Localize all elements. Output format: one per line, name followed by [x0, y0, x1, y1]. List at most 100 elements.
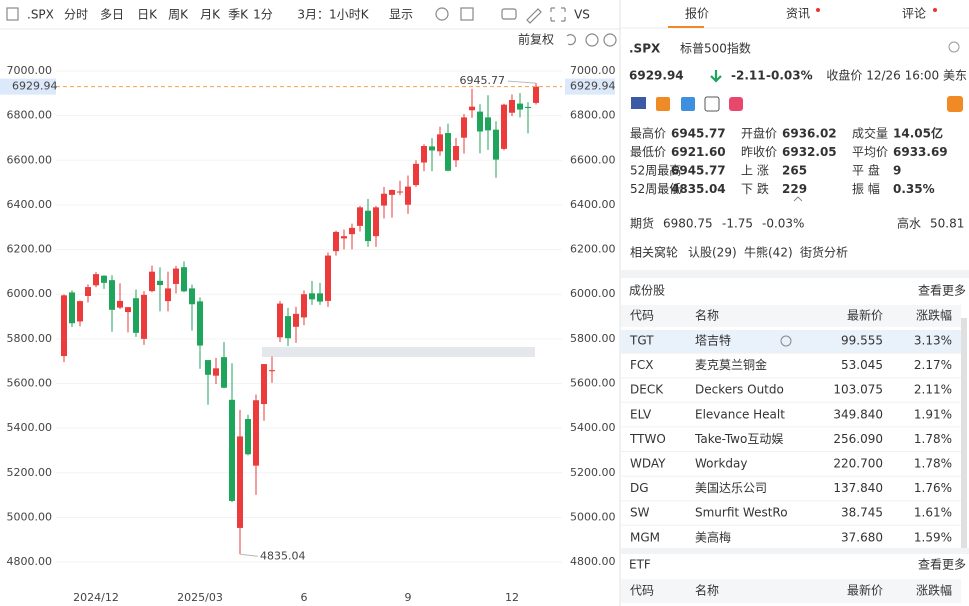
warrant-link[interactable]: 街货分析: [800, 245, 848, 260]
candle-body: [133, 298, 139, 333]
zoom-in-icon[interactable]: [603, 33, 617, 47]
collapse-icon[interactable]: [793, 196, 803, 202]
period-tab[interactable]: 日K: [137, 8, 158, 22]
flag-icon: [631, 97, 646, 109]
cell[interactable]: 3.13%: [914, 334, 952, 348]
cell[interactable]: MGM: [630, 530, 660, 544]
cell[interactable]: SW: [630, 506, 650, 520]
menu-icon[interactable]: [6, 7, 19, 21]
reset-icon[interactable]: [566, 34, 576, 46]
column-header: 名称: [695, 308, 719, 323]
y-tick-label: 5600.00: [7, 377, 53, 390]
candle-body: [293, 313, 299, 327]
display-select[interactable]: 显示: [389, 8, 413, 22]
y-tick-label: 6800.00: [7, 109, 53, 122]
cell[interactable]: Deckers Outdo: [695, 383, 784, 397]
candle-body: [309, 293, 315, 300]
cell[interactable]: ELV: [630, 407, 652, 421]
y-tick-label: 5600.00: [570, 377, 616, 390]
cell[interactable]: 麦克莫兰铜金: [695, 357, 767, 372]
fullscreen-icon[interactable]: [550, 7, 566, 22]
settings-icon[interactable]: [948, 41, 960, 53]
cell[interactable]: 53.045: [841, 358, 883, 372]
cell[interactable]: TTWO: [629, 432, 666, 446]
panel-tab[interactable]: 报价: [685, 6, 709, 21]
toolbar-icons[interactable]: [6, 7, 617, 47]
y-tick-label: 6200.00: [7, 243, 53, 256]
candle-body: [229, 399, 235, 501]
cell[interactable]: 2.11%: [914, 383, 952, 397]
camera-icon[interactable]: [501, 8, 517, 20]
table-header-bg: [621, 305, 961, 327]
checkbox-icon[interactable]: [460, 7, 474, 21]
candle-body: [493, 129, 499, 160]
alert-icon[interactable]: [947, 96, 963, 112]
period-tab[interactable]: 月K: [200, 8, 221, 22]
cell[interactable]: 1.59%: [914, 530, 952, 544]
candle-body: [277, 303, 283, 338]
candle-body: [69, 292, 75, 324]
compare-button[interactable]: VS: [574, 8, 590, 22]
panel-tab[interactable]: 评论: [902, 7, 926, 21]
watch-icon[interactable]: [780, 335, 792, 347]
panel-tab[interactable]: 资讯: [786, 7, 810, 21]
cell[interactable]: 美高梅: [695, 529, 731, 544]
cell[interactable]: 99.555: [841, 334, 883, 348]
cell[interactable]: TGT: [629, 334, 654, 348]
last-price-label: 6929.94: [570, 80, 616, 93]
period-tab[interactable]: 季K: [228, 8, 249, 22]
adjust-select[interactable]: 前复权: [518, 32, 554, 47]
stat-label: 昨收价: [741, 145, 777, 159]
cell[interactable]: DECK: [630, 383, 664, 397]
zoom-out-icon[interactable]: [585, 33, 599, 47]
cell[interactable]: 37.680: [841, 530, 883, 544]
period-tab[interactable]: 周K: [168, 8, 189, 22]
stat-label: 最高价: [630, 126, 666, 141]
cell[interactable]: 塔吉特: [695, 333, 731, 348]
warrant-link[interactable]: 牛熊(42): [744, 245, 793, 260]
cell[interactable]: 1.78%: [914, 457, 952, 471]
cell[interactable]: FCX: [630, 358, 654, 372]
period-tab[interactable]: 分时: [64, 8, 88, 22]
cell[interactable]: WDAY: [630, 457, 666, 471]
stat-value: 6933.69: [893, 145, 948, 159]
range-select[interactable]: 3月：1小时K: [297, 8, 369, 22]
cell[interactable]: 美国达乐公司: [695, 481, 767, 495]
cell[interactable]: Take-Two互动娱: [694, 432, 783, 446]
cell[interactable]: 349.840: [833, 407, 883, 421]
cell[interactable]: 1.61%: [914, 506, 952, 520]
stat-label: 平 盘: [852, 163, 880, 178]
cell[interactable]: 220.700: [833, 457, 883, 471]
cell[interactable]: 103.075: [833, 383, 883, 397]
cell[interactable]: 38.745: [841, 506, 883, 520]
candle-body: [197, 301, 203, 346]
cell[interactable]: 2.17%: [914, 358, 952, 372]
stat-value: 14.05亿: [893, 126, 943, 141]
more-link[interactable]: 查看更多: [918, 284, 966, 298]
pen-icon[interactable]: [526, 8, 542, 24]
down-arrow: [710, 70, 722, 83]
candle-body: [157, 280, 163, 286]
stat-label: 最低价: [630, 145, 666, 159]
cell[interactable]: DG: [630, 481, 649, 495]
cell[interactable]: Workday: [695, 457, 747, 471]
cell[interactable]: 1.78%: [914, 432, 952, 446]
more-link[interactable]: 查看更多: [918, 558, 966, 572]
cell[interactable]: 256.090: [833, 432, 883, 446]
icon: [704, 96, 720, 112]
cell[interactable]: 1.76%: [914, 481, 952, 495]
cell[interactable]: 137.840: [833, 481, 883, 495]
cell[interactable]: Elevance Healt: [695, 407, 785, 421]
stat-value: 6932.05: [782, 145, 837, 159]
period-tab[interactable]: 多日: [100, 8, 124, 22]
last-price-badge: [0, 78, 56, 95]
candle-body: [189, 288, 195, 305]
cell[interactable]: 1.91%: [914, 407, 952, 421]
cell[interactable]: Smurfit WestRo: [695, 506, 788, 520]
stat-value: 0.35%: [893, 182, 935, 196]
interval-select[interactable]: 1分: [253, 8, 273, 22]
warrant-link[interactable]: 认股(29): [688, 246, 737, 260]
settings-icon[interactable]: [435, 7, 449, 21]
